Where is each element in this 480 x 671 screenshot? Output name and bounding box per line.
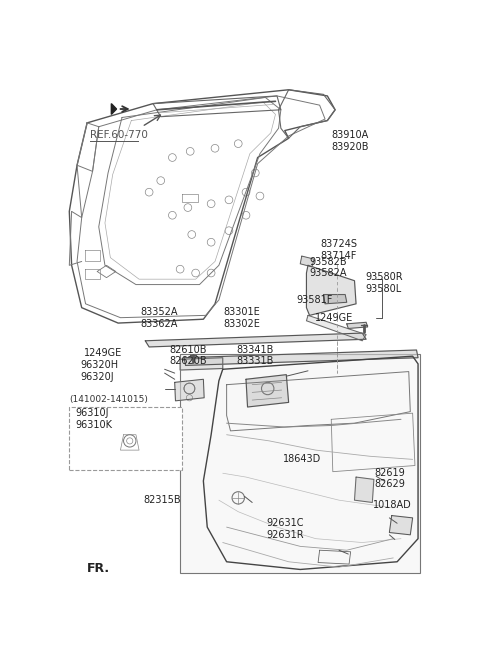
- Polygon shape: [180, 358, 223, 370]
- Polygon shape: [355, 477, 374, 503]
- Text: 83341B
83331B: 83341B 83331B: [237, 345, 274, 366]
- Polygon shape: [184, 350, 418, 366]
- Text: 83352A
83362A: 83352A 83362A: [140, 307, 178, 329]
- Text: 82619
82629: 82619 82629: [374, 468, 405, 489]
- Polygon shape: [324, 295, 347, 304]
- Text: 82315B: 82315B: [144, 495, 181, 505]
- Polygon shape: [145, 333, 366, 347]
- Bar: [180, 354, 420, 573]
- Text: 1018AD: 1018AD: [372, 500, 411, 510]
- Text: 1249GE: 1249GE: [84, 348, 122, 358]
- Polygon shape: [347, 322, 368, 329]
- Text: 96310J
96310K: 96310J 96310K: [75, 408, 112, 429]
- Polygon shape: [246, 374, 288, 407]
- Text: REF.60-770: REF.60-770: [90, 130, 148, 140]
- Text: 96320H
96320J: 96320H 96320J: [81, 360, 119, 382]
- Text: 93582B
93582A: 93582B 93582A: [309, 257, 347, 278]
- Text: 1249GE: 1249GE: [315, 313, 353, 323]
- FancyBboxPatch shape: [69, 407, 182, 470]
- Polygon shape: [306, 315, 366, 341]
- Polygon shape: [306, 265, 356, 315]
- Text: 92631C
92631R: 92631C 92631R: [266, 518, 304, 539]
- Text: 83301E
83302E: 83301E 83302E: [224, 307, 261, 329]
- Text: 83724S
83714F: 83724S 83714F: [321, 239, 358, 261]
- Polygon shape: [300, 256, 314, 267]
- Text: 93581F: 93581F: [296, 295, 333, 305]
- Text: 83910A
83920B: 83910A 83920B: [332, 130, 369, 152]
- Polygon shape: [111, 103, 117, 114]
- Text: (141002-141015): (141002-141015): [69, 395, 148, 405]
- Polygon shape: [175, 379, 204, 401]
- Text: 82610B
82620B: 82610B 82620B: [170, 345, 207, 366]
- Text: FR.: FR.: [87, 562, 110, 575]
- Polygon shape: [389, 515, 413, 535]
- Text: 18643D: 18643D: [283, 454, 322, 464]
- Text: 93580R
93580L: 93580R 93580L: [365, 272, 403, 294]
